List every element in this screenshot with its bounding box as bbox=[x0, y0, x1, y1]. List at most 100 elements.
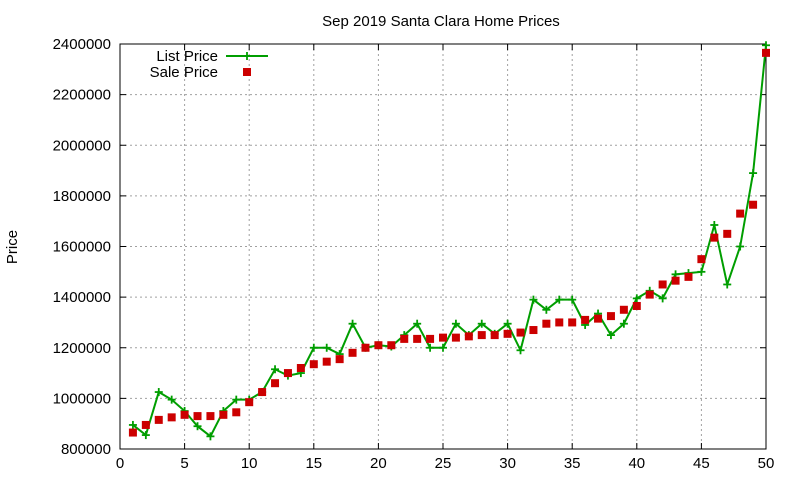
sale-price-point bbox=[555, 318, 564, 327]
sale-price-point bbox=[723, 229, 732, 238]
x-tick-label: 40 bbox=[628, 455, 645, 472]
x-tick-label: 35 bbox=[564, 455, 581, 472]
sale-price-point bbox=[193, 412, 202, 421]
sale-price-point bbox=[477, 331, 486, 340]
y-tick-label: 2400000 bbox=[53, 36, 111, 53]
x-tick-label: 45 bbox=[693, 455, 710, 472]
x-tick-label: 10 bbox=[241, 455, 258, 472]
list-price-point bbox=[271, 365, 280, 374]
x-tick-label: 20 bbox=[370, 455, 387, 472]
list-price-point bbox=[439, 343, 447, 352]
y-axis-label: Price bbox=[4, 230, 21, 264]
sale-price-point bbox=[490, 331, 499, 340]
sale-price-point bbox=[684, 272, 693, 281]
grid-lines bbox=[120, 44, 766, 449]
sale-price-series bbox=[128, 48, 770, 437]
sale-price-point bbox=[542, 319, 551, 328]
sale-price-point bbox=[503, 329, 512, 338]
list-price-point bbox=[736, 242, 745, 251]
sale-price-point bbox=[464, 332, 473, 341]
x-tick-label: 30 bbox=[499, 455, 516, 472]
sale-price-point bbox=[413, 334, 422, 343]
legend-label-list-price: List Price bbox=[156, 48, 218, 65]
sale-price-point bbox=[581, 315, 590, 324]
sale-price-point bbox=[451, 333, 460, 342]
sale-price-point bbox=[206, 412, 215, 421]
sale-price-point bbox=[736, 209, 745, 218]
legend-marker-sale-price bbox=[243, 68, 251, 76]
list-price-point bbox=[477, 319, 486, 328]
list-price-point bbox=[322, 343, 331, 352]
x-tick-label: 50 bbox=[758, 455, 775, 472]
y-tick-label: 1600000 bbox=[53, 239, 111, 256]
plot-frame bbox=[119, 43, 767, 450]
sale-price-point bbox=[619, 305, 628, 314]
list-price-point bbox=[426, 343, 435, 352]
chart-title: Sep 2019 Santa Clara Home Prices bbox=[322, 13, 560, 30]
list-price-point bbox=[762, 41, 770, 50]
list-price-point bbox=[555, 295, 564, 304]
legend-label-sale-price: Sale Price bbox=[150, 64, 218, 81]
sale-price-point bbox=[426, 334, 435, 343]
list-price-point bbox=[697, 267, 706, 276]
list-price-point bbox=[619, 319, 628, 328]
sale-price-point bbox=[710, 233, 719, 242]
list-price-point bbox=[167, 395, 176, 404]
sale-price-point bbox=[671, 276, 680, 285]
sale-price-point bbox=[606, 312, 615, 321]
sale-price-point bbox=[645, 290, 654, 299]
sale-price-point bbox=[516, 328, 525, 337]
sale-price-point bbox=[271, 379, 280, 388]
sale-price-point bbox=[219, 410, 228, 419]
list-price-point bbox=[348, 319, 357, 328]
sale-price-point bbox=[594, 314, 603, 323]
sale-price-point bbox=[128, 428, 137, 437]
y-tick-label: 800000 bbox=[61, 441, 111, 458]
legend-marker-list-price bbox=[243, 52, 251, 60]
sale-price-point bbox=[529, 326, 538, 335]
series-layer bbox=[128, 41, 770, 441]
list-price-point bbox=[568, 295, 577, 304]
list-price-point bbox=[503, 319, 512, 328]
sale-price-point bbox=[697, 255, 706, 264]
sale-price-point bbox=[749, 200, 758, 209]
list-price-point bbox=[723, 280, 732, 289]
sale-price-point bbox=[762, 48, 770, 57]
sale-price-point bbox=[258, 388, 267, 397]
x-tick-label: 15 bbox=[305, 455, 322, 472]
list-price-line bbox=[132, 45, 767, 438]
x-tick-label: 0 bbox=[116, 455, 124, 472]
list-price-point bbox=[232, 395, 241, 404]
sale-price-point bbox=[322, 357, 331, 366]
list-price-point bbox=[309, 343, 318, 352]
sale-price-point bbox=[167, 413, 176, 422]
list-price-point bbox=[206, 432, 215, 441]
sale-price-point bbox=[361, 343, 370, 352]
x-tick-label: 25 bbox=[435, 455, 452, 472]
x-tick-label: 5 bbox=[180, 455, 188, 472]
list-price-point bbox=[542, 305, 551, 314]
list-price-point bbox=[529, 295, 538, 304]
y-tick-label: 1200000 bbox=[53, 340, 111, 357]
list-price-point bbox=[141, 431, 150, 440]
list-price-point bbox=[516, 346, 525, 355]
y-tick-label: 1000000 bbox=[53, 390, 111, 407]
sale-price-point bbox=[154, 415, 163, 424]
y-tick-label: 2200000 bbox=[53, 87, 111, 104]
list-price-point bbox=[632, 294, 641, 303]
sale-price-point bbox=[180, 410, 189, 419]
sale-price-point bbox=[568, 318, 577, 327]
y-tick-label: 1400000 bbox=[53, 289, 111, 306]
y-tick-label: 2000000 bbox=[53, 137, 111, 154]
sale-price-point bbox=[400, 334, 409, 343]
y-tick-label: 1800000 bbox=[53, 188, 111, 205]
list-price-point bbox=[154, 388, 163, 397]
sale-price-point bbox=[387, 341, 396, 350]
sale-price-point bbox=[335, 355, 344, 364]
list-price-point bbox=[128, 420, 137, 429]
sale-price-point bbox=[232, 408, 241, 417]
sale-price-point bbox=[374, 341, 383, 350]
list-price-point bbox=[451, 319, 460, 328]
